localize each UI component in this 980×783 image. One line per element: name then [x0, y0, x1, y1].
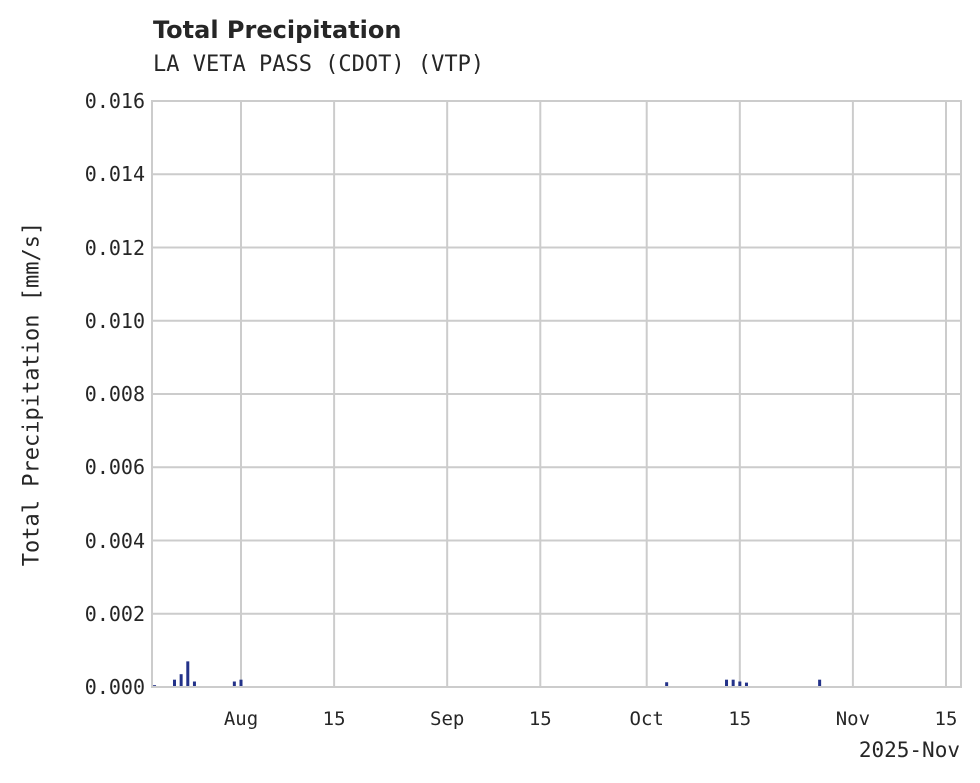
precip-bar [179, 674, 183, 687]
plot-frame [151, 100, 962, 688]
y-tick-label: 0.012 [84, 235, 145, 260]
x-tick-label: 15 [728, 708, 752, 730]
x-tick-label: 15 [322, 708, 346, 730]
y-tick-label: 0.014 [84, 162, 145, 187]
x-tick-label: Sep [430, 708, 465, 730]
precip-bar [731, 679, 735, 687]
y-tick-label: 0.006 [84, 455, 145, 480]
y-tick-label: 0.000 [84, 675, 145, 699]
precip-bar [186, 661, 190, 687]
chart-title: Total Precipitation [153, 16, 402, 44]
precip-bar [172, 679, 176, 687]
y-tick-label: 0.004 [84, 528, 145, 553]
precip-bar [725, 679, 729, 687]
x-offset-label: 2025-Nov [858, 738, 960, 762]
precip-bar [738, 681, 742, 687]
chart-subtitle: LA VETA PASS (CDOT) (VTP) [153, 52, 485, 77]
data-bars [153, 661, 822, 687]
precip-bar [192, 681, 196, 687]
x-tick-label: 15 [528, 708, 552, 730]
x-tick-label: Nov [835, 708, 871, 730]
y-tick-label: 0.010 [84, 308, 145, 333]
gridlines [152, 100, 961, 688]
precip-bar [239, 679, 243, 687]
y-tick-label: 0.016 [84, 89, 145, 113]
precip-bar [665, 682, 669, 687]
x-tick-label: 15 [934, 708, 958, 730]
precip-bar [232, 681, 236, 687]
x-tick-label: Aug [223, 708, 259, 730]
y-tick-label: 0.008 [84, 382, 145, 406]
precip-bar [744, 682, 748, 687]
x-tick-label: Oct [629, 708, 664, 730]
y-tick-label: 0.002 [84, 601, 145, 626]
precip-bar [818, 679, 822, 687]
